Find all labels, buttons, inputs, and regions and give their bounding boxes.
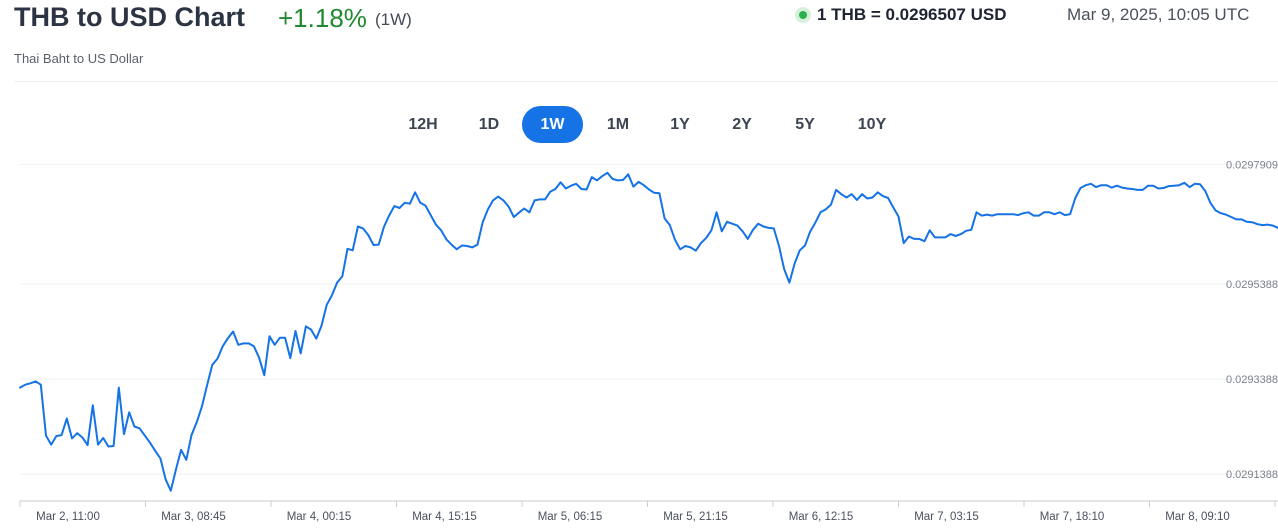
tab-1d[interactable]: 1D (478, 116, 500, 133)
header-divider (14, 81, 1278, 82)
x-tick-label: Mar 3, 08:45 (161, 511, 226, 523)
x-tick-label: Mar 5, 06:15 (538, 511, 603, 523)
tab-1w[interactable]: 1W (522, 106, 583, 143)
x-tick-label: Mar 6, 12:15 (789, 511, 854, 523)
chart-header: THB to USD Chart +1.18% (1W) (14, 2, 1278, 42)
y-tick-label: 0.0297909 (1226, 160, 1278, 171)
tab-12h[interactable]: 12H (408, 116, 438, 133)
chart-grid (20, 163, 1278, 475)
x-tick-label: Mar 7, 03:15 (914, 511, 979, 523)
tab-1m[interactable]: 1M (606, 116, 630, 133)
y-axis-labels: 0.0297909 0.0295388 0.0293388 0.0291388 (1226, 160, 1278, 481)
x-tick-label: Mar 4, 15:15 (412, 511, 477, 523)
x-tick-label: Mar 7, 18:10 (1040, 511, 1105, 523)
y-tick-label: 0.0293388 (1226, 374, 1278, 386)
change-period: (1W) (375, 10, 412, 29)
x-tick-label: Mar 8, 09:10 (1165, 511, 1230, 523)
tab-5y[interactable]: 5Y (795, 116, 815, 133)
y-tick-label: 0.0295388 (1226, 279, 1278, 291)
x-tick-label: Mar 5, 21:15 (663, 511, 728, 523)
rate-line-chart[interactable]: 0.0297909 0.0295388 0.0293388 0.0291388 Mar… (0, 160, 1278, 532)
live-status-icon (795, 7, 811, 23)
x-tick-label: Mar 2, 11:00 (36, 511, 100, 523)
x-tick-label: Mar 4, 00:15 (287, 511, 352, 523)
percent-change: +1.18% (278, 3, 367, 33)
currency-pair-subtitle: Thai Baht to US Dollar (14, 51, 144, 66)
y-tick-label: 0.0291388 (1226, 469, 1278, 481)
tab-10y[interactable]: 10Y (857, 116, 887, 133)
rate-timestamp: Mar 9, 2025, 10:05 UTC (1067, 5, 1250, 24)
tab-1y[interactable]: 1Y (670, 116, 690, 133)
tab-2y[interactable]: 2Y (732, 116, 752, 133)
exchange-rate: 1 THB = 0.0296507 USD (817, 5, 1007, 24)
page-title: THB to USD Chart (14, 2, 245, 32)
series-line (19, 171, 1278, 492)
x-axis: Mar 2, 11:00 Mar 3, 08:45 Mar 4, 00:15 Mar … (19, 500, 1278, 523)
chart-series (19, 171, 1278, 492)
